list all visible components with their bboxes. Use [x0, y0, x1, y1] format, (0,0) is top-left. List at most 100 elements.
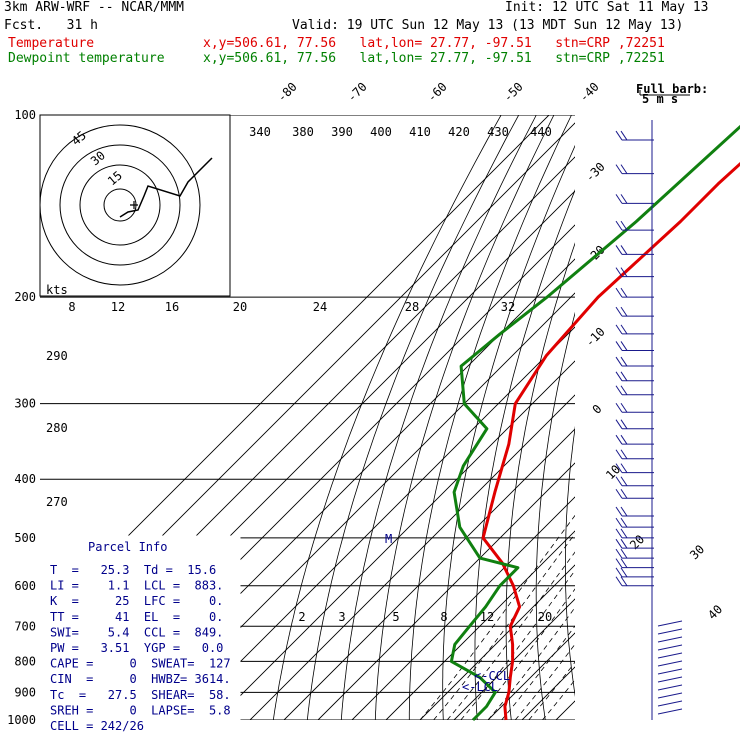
wind-barb-flag: [615, 434, 623, 445]
wind-barb: [615, 245, 654, 255]
moist-adiabat-line: [514, 643, 575, 720]
dry-adiabat-line: [594, 115, 677, 720]
wind-barb: [615, 488, 654, 499]
wind-barb-flag: [620, 164, 628, 174]
wind-barb: [615, 130, 654, 141]
isotherm-label-right: -30: [583, 160, 608, 185]
hodograph-ring: [79, 164, 161, 246]
theta-label: 410: [409, 125, 431, 139]
mixing-ratio-label-lower: 8: [440, 610, 447, 624]
wind-barb: [615, 402, 654, 413]
wind-barb: [615, 306, 654, 317]
wind-barb: [615, 576, 654, 587]
parcel-info-box: Parcel Info T = 25.3 Td = 15.6 LI = 1.1 LC…: [39, 535, 241, 733]
wind-barb-flag: [620, 419, 628, 429]
wind-barb: [615, 419, 654, 430]
dry-adiabat-line: [474, 189, 575, 720]
parcel-info-row: SREH = 0 LAPSE= 5.8: [50, 703, 231, 717]
wind-barb-flag: [620, 220, 628, 231]
wind-barb-flag: [620, 528, 628, 539]
wind-barb-flag: [615, 164, 623, 174]
dry-adiabat-line: [272, 115, 502, 720]
wind-barb-low: [657, 700, 683, 707]
isotherm-line: [181, 326, 575, 720]
theta-label: 340: [249, 125, 271, 139]
wind-barb-flag: [620, 324, 628, 335]
pressure-label: 1000: [7, 713, 36, 727]
isotherm-label-right: 10: [603, 462, 623, 482]
wind-barb-flag: [615, 576, 623, 587]
isotherm-line: [249, 394, 575, 720]
diagram-grid: [40, 115, 740, 720]
isotherm-label-far: 30: [687, 542, 707, 562]
wind-barb-flag: [615, 558, 623, 568]
wind-barb: [615, 434, 654, 445]
hodograph-trace: [119, 157, 213, 218]
wind-barb-flag: [620, 517, 628, 528]
wind-barb: [615, 517, 654, 528]
wind-barb: [615, 449, 654, 460]
theta-label: 430: [487, 125, 509, 139]
pressure-label: 500: [14, 531, 36, 545]
parcel-info-row: T = 25.3 Td = 15.6: [50, 563, 216, 577]
sounding-curves: M <-CCL<-LCL: [385, 124, 740, 722]
parcel-info-row: PW = 3.51 YGP = 0.0: [50, 641, 223, 655]
temperature-curve: [481, 161, 740, 721]
moist-adiabat-line: [487, 606, 575, 720]
wind-barb-flag: [615, 517, 623, 528]
wind-barb-low: [657, 684, 683, 691]
isotherm-line: [555, 700, 575, 720]
wind-barb-flag: [615, 306, 623, 317]
dry-adiabat-line: [408, 115, 572, 720]
mixing-ratio-label: 16: [165, 300, 179, 314]
moist-adiabat-line: [460, 569, 575, 720]
mixing-ratio-label: 32: [501, 300, 515, 314]
wind-barb: [615, 506, 654, 517]
wind-barb-flag: [620, 341, 628, 351]
wind-barb-flag: [620, 449, 628, 460]
wind-barb: [615, 220, 654, 231]
wind-barb-flag: [620, 287, 628, 298]
isotherm-label-top: -50: [501, 80, 526, 105]
lcl-marker: <-LCL: [462, 680, 498, 694]
wind-barb-flag: [615, 245, 623, 255]
wind-barb-flag: [615, 463, 623, 473]
wind-barb-flag: [615, 419, 623, 429]
moist-adiabat-line: [419, 514, 575, 720]
wind-barb-flag: [615, 506, 623, 517]
parcel-marker-m: M: [385, 532, 392, 546]
hodograph-units-label: kts: [46, 283, 68, 297]
wind-barb-low: [657, 676, 683, 683]
wind-barb: [615, 385, 654, 396]
pressure-label: 700: [14, 619, 36, 633]
dry-adiabat-label: 280: [46, 421, 68, 435]
wind-barb: [615, 548, 654, 559]
isotherm-line: [590, 115, 740, 720]
moist-adiabat-line: [528, 661, 575, 720]
pressure-label: 400: [14, 472, 36, 486]
wind-barb-flag: [615, 356, 623, 367]
theta-label: 390: [331, 125, 353, 139]
wind-barb-flag: [615, 385, 623, 396]
wind-barb-low: [657, 660, 683, 667]
wind-barb-flag: [615, 194, 623, 204]
wind-barb: [615, 371, 654, 382]
parcel-info-row: CIN = 0 HWBZ= 3614.: [50, 672, 231, 686]
dewpoint-legend-label: Dewpoint temperature: [8, 51, 165, 66]
wind-barb-flag: [620, 385, 628, 396]
parcel-info-row: CAPE = 0 SWEAT= 127: [50, 657, 231, 671]
isotherm-line: [147, 292, 575, 720]
wind-barb-flag: [615, 324, 623, 335]
dry-adiabat-line: [374, 115, 555, 720]
parcel-info-background: [39, 535, 241, 725]
dry-adiabat-line: [699, 115, 740, 720]
moist-adiabat-line: [542, 679, 575, 720]
parcel-info-row: K = 25 LFC = 0.: [50, 594, 223, 608]
dry-adiabat-line: [505, 242, 575, 720]
wind-barb-flag: [615, 538, 623, 549]
moist-adiabat-line: [433, 533, 575, 720]
wind-barb-low: [657, 668, 683, 675]
pressure-axis-labels: 100 200 300 400 500 600 700 800 900 1000: [7, 108, 36, 727]
